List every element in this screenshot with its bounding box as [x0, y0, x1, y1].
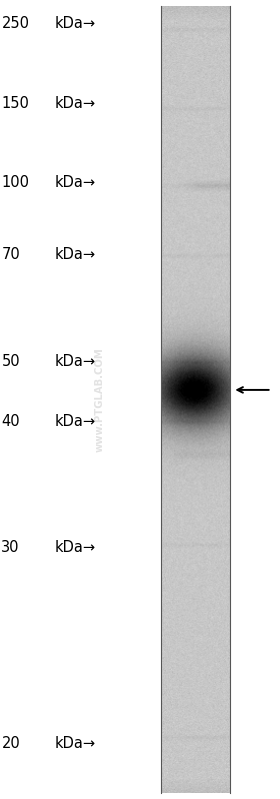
Text: kDa→: kDa→ — [55, 175, 96, 189]
Text: 100: 100 — [1, 175, 29, 189]
Text: 250: 250 — [1, 17, 29, 31]
Text: 40: 40 — [1, 415, 20, 429]
Text: 70: 70 — [1, 247, 20, 261]
Text: kDa→: kDa→ — [55, 97, 96, 111]
Text: kDa→: kDa→ — [55, 736, 96, 750]
Text: kDa→: kDa→ — [55, 17, 96, 31]
Text: kDa→: kDa→ — [55, 415, 96, 429]
Text: 50: 50 — [1, 354, 20, 368]
Text: 20: 20 — [1, 736, 20, 750]
Text: kDa→: kDa→ — [55, 354, 96, 368]
Text: www.PTGLAB.COM: www.PTGLAB.COM — [94, 347, 104, 452]
Text: 150: 150 — [1, 97, 29, 111]
Text: kDa→: kDa→ — [55, 540, 96, 555]
Text: kDa→: kDa→ — [55, 247, 96, 261]
Text: 30: 30 — [1, 540, 20, 555]
